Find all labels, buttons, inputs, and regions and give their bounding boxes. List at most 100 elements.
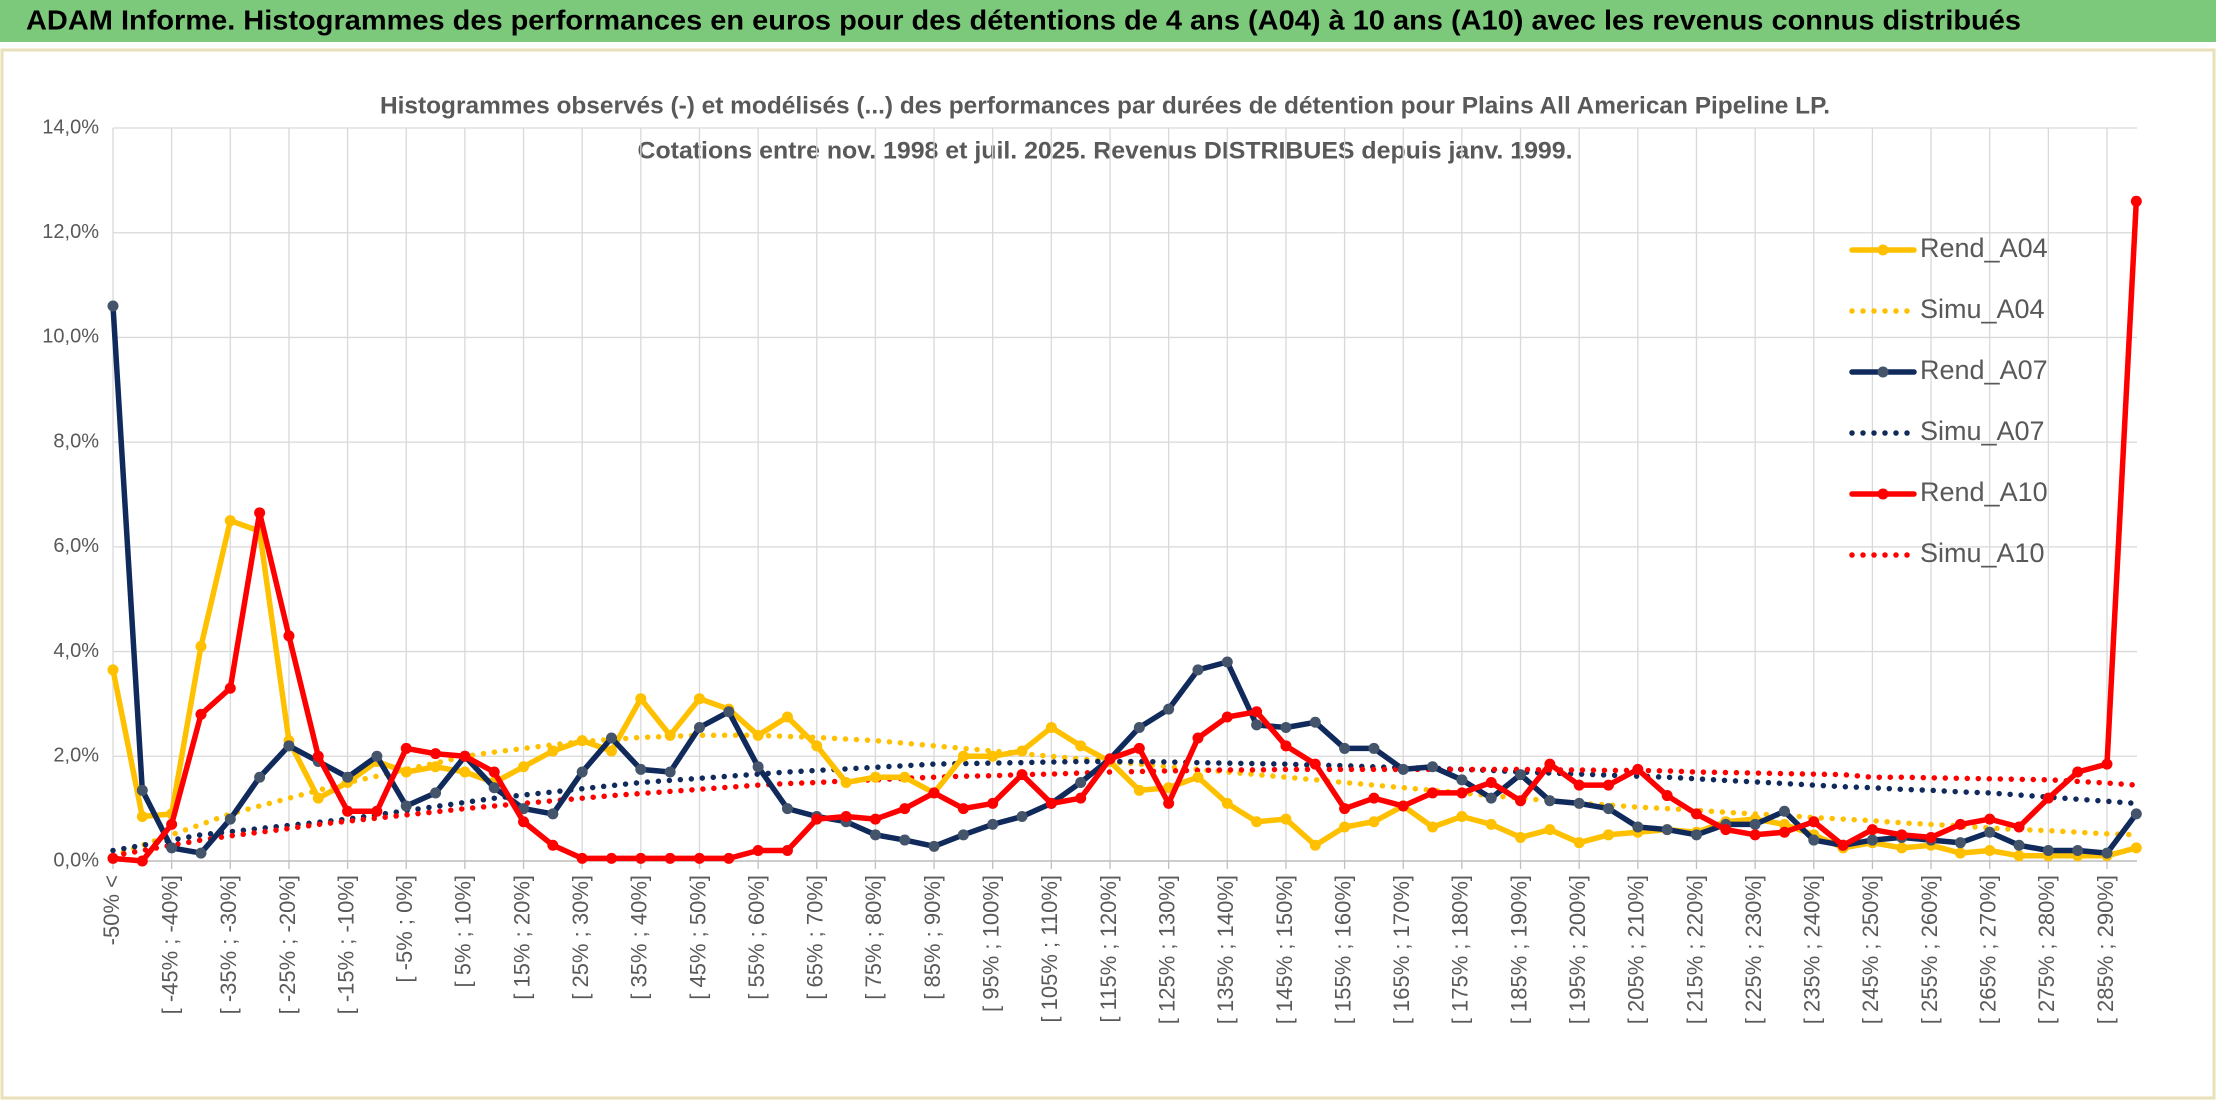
x-tick-label: [ -5% ; 0%] (392, 875, 417, 983)
point-marker (224, 813, 236, 825)
header-bar (0, 0, 2216, 42)
point-marker (1603, 803, 1614, 815)
point-marker (1016, 769, 1028, 781)
point-marker (781, 845, 793, 857)
point-marker (1280, 721, 1292, 733)
legend-label: Rend_A04 (1920, 233, 2048, 263)
point-marker (606, 732, 617, 744)
point-marker (488, 782, 500, 794)
y-tick-label: 8,0% (53, 430, 99, 452)
point-marker (254, 771, 266, 783)
point-marker (1954, 847, 1966, 859)
point-marker (371, 750, 383, 762)
point-marker (635, 693, 647, 705)
point-marker (136, 784, 148, 796)
y-tick-label: 14,0% (42, 116, 99, 138)
point-marker (1251, 706, 1263, 718)
point-marker (2130, 195, 2142, 207)
point-marker (1778, 805, 1790, 817)
x-tick-label: [ 285% ; 290%] (2093, 875, 2118, 1024)
chart-frame (0, 48, 2216, 1100)
y-tick-label: 4,0% (53, 640, 99, 662)
point-marker (1544, 824, 1556, 836)
point-marker (518, 761, 530, 773)
point-marker (459, 766, 471, 778)
point-marker (1778, 818, 1790, 830)
point-marker (166, 842, 178, 854)
point-marker (869, 813, 881, 825)
point-marker (1749, 818, 1761, 830)
point-marker (723, 852, 735, 864)
point-marker (869, 829, 881, 841)
header-title: ADAM Informe. Histogrammes des performan… (26, 4, 2021, 35)
point-marker (1603, 779, 1614, 791)
point-marker (693, 721, 705, 733)
point-marker (1456, 774, 1468, 786)
point-marker (2072, 766, 2084, 778)
point-marker (1896, 842, 1908, 854)
x-tick-label: [ 215% ; 220%] (1682, 875, 1707, 1024)
point-marker (1221, 711, 1233, 723)
point-marker (312, 792, 324, 804)
y-tick-label: 12,0% (42, 221, 99, 243)
point-marker (1397, 763, 1409, 775)
point-marker (1778, 826, 1790, 838)
point-marker (957, 829, 969, 841)
x-tick-label: [ 95% ; 100%] (979, 875, 1004, 1012)
point-marker (107, 852, 119, 864)
point-marker (1368, 816, 1380, 828)
point-marker (195, 640, 207, 652)
legend-marker (1877, 244, 1889, 256)
x-tick-label: [ 55% ; 60%] (744, 875, 769, 1000)
point-marker (1251, 816, 1263, 828)
x-tick-label: [ 275% ; 280%] (2034, 875, 2059, 1024)
x-tick-label: [ 145% ; 150%] (1272, 875, 1297, 1024)
point-marker (1104, 753, 1116, 765)
point-marker (2101, 847, 2113, 859)
point-marker (1661, 824, 1673, 836)
x-tick-label: [ 175% ; 180%] (1448, 875, 1473, 1024)
x-tick-label: [ 185% ; 190%] (1506, 875, 1531, 1024)
y-tick-label: 0,0% (53, 849, 99, 871)
point-marker (1661, 790, 1673, 802)
x-tick-label: [ 115% ; 120%] (1096, 875, 1121, 1023)
point-marker (2072, 845, 2084, 857)
point-marker (781, 803, 793, 815)
x-tick-label: [ 5% ; 10%] (451, 875, 476, 988)
point-marker (107, 300, 119, 312)
point-marker (1339, 742, 1351, 754)
x-tick-label: [ 255% ; 260%] (1917, 875, 1942, 1024)
point-marker (283, 630, 295, 642)
point-marker (1690, 808, 1702, 820)
model-line (110, 732, 2140, 859)
point-marker (928, 787, 940, 799)
legend-label: Rend_A07 (1920, 355, 2048, 385)
x-tick-label: [ -25% ; -20%] (275, 875, 300, 1014)
x-tick-label: [ 225% ; 230%] (1741, 875, 1766, 1024)
x-tick-label: [ 125% ; 130%] (1154, 875, 1179, 1024)
point-marker (107, 664, 119, 676)
point-marker (869, 771, 881, 783)
point-marker (957, 803, 969, 815)
x-tick-label: [ 45% ; 50%] (685, 875, 710, 1000)
point-marker (1309, 716, 1321, 728)
point-marker (136, 855, 148, 867)
model-line (110, 758, 2140, 854)
point-marker (1397, 800, 1409, 812)
point-marker (312, 750, 324, 762)
point-marker (1954, 818, 1966, 830)
point-marker (1808, 816, 1820, 828)
x-tick-label: [ 135% ; 140%] (1213, 875, 1238, 1024)
point-marker (576, 735, 588, 747)
x-tick-label: [ -15% ; -10%] (333, 875, 358, 1014)
point-marker (1163, 703, 1175, 715)
x-tick-label: [ 245% ; 250%] (1858, 875, 1883, 1024)
x-tick-label: [ 85% ; 90%] (920, 875, 945, 1000)
point-marker (752, 729, 764, 741)
legend-label: Simu_A10 (1920, 538, 2045, 568)
point-marker (1515, 769, 1527, 781)
point-marker (518, 803, 530, 815)
point-marker (1133, 742, 1145, 754)
point-marker (518, 816, 530, 828)
